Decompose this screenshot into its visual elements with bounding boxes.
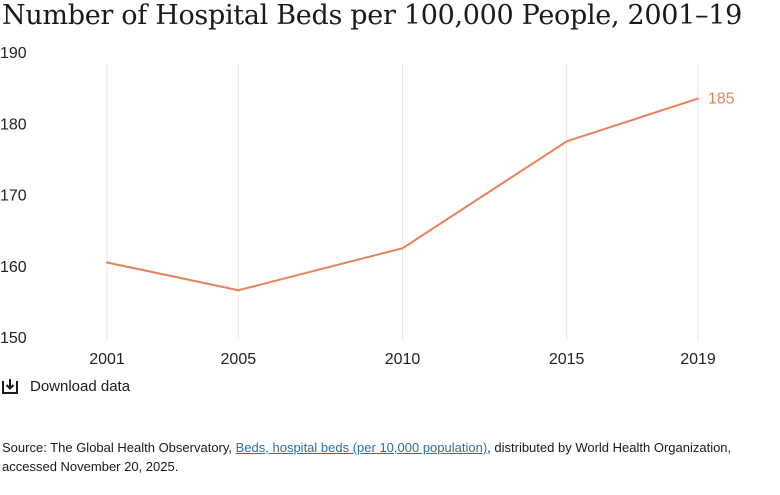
source-prefix: Source: The Global Health Observatory,	[2, 440, 236, 455]
y-tick-180: 180	[0, 116, 27, 133]
x-tick-2015: 2015	[549, 351, 585, 368]
x-tick-2019: 2019	[680, 351, 716, 368]
download-data-label: Download data	[30, 377, 131, 395]
source-link[interactable]: Beds, hospital beds (per 10,000 populati…	[235, 440, 488, 455]
y-tick-170: 170	[0, 188, 27, 205]
data-labels: 185	[708, 91, 735, 108]
x-axis-ticks: 2001 2005 2010 2015 2019	[89, 351, 716, 368]
x-tick-2001: 2001	[89, 351, 125, 368]
download-icon	[0, 376, 20, 396]
y-axis-ticks: 150 160 170 180 190	[0, 45, 27, 347]
y-tick-150: 150	[0, 330, 27, 347]
x-tick-2005: 2005	[221, 351, 257, 368]
end-value-label: 185	[708, 91, 735, 108]
chart-title: Number of Hospital Beds per 100,000 Peop…	[2, 0, 742, 31]
series-layer	[106, 97, 699, 292]
download-data-button[interactable]: Download data	[0, 376, 130, 396]
source-note: Source: The Global Health Observatory, B…	[2, 438, 762, 476]
x-tick-2010: 2010	[385, 351, 421, 368]
y-tick-160: 160	[0, 259, 27, 276]
series-line-0	[106, 97, 699, 292]
grid-lines	[106, 63, 699, 340]
source-suffix: , distributed by World Health Organizati…	[2, 440, 732, 474]
line-chart: 150 160 170 180 190 2001 2005 2010 2015 2019 185	[0, 45, 735, 368]
y-tick-190: 190	[0, 45, 27, 62]
